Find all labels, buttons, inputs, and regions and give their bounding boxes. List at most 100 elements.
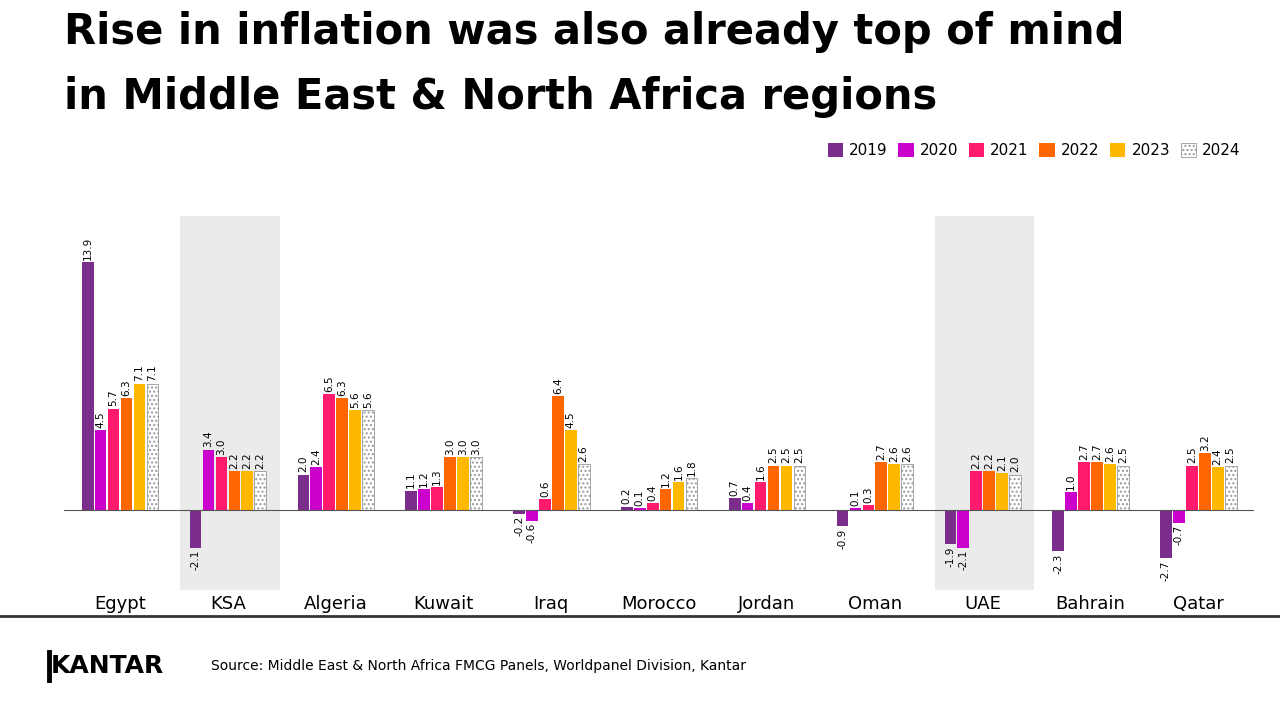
Bar	[147, 384, 159, 510]
Bar	[552, 396, 563, 510]
Text: 1.6: 1.6	[755, 463, 765, 480]
Bar	[120, 398, 132, 510]
Text: 0.1: 0.1	[850, 490, 860, 506]
Text: 2.5: 2.5	[781, 447, 791, 464]
Text: 2.7: 2.7	[1079, 444, 1089, 460]
Bar	[1009, 474, 1021, 510]
Bar	[1225, 466, 1236, 510]
Bar	[742, 503, 754, 510]
Text: 2.5: 2.5	[1117, 447, 1128, 464]
Text: 1.3: 1.3	[433, 468, 442, 485]
Bar	[755, 482, 767, 510]
Bar	[564, 430, 576, 510]
Text: 2.7: 2.7	[1092, 444, 1102, 460]
Bar	[1078, 462, 1089, 510]
Text: 1.2: 1.2	[660, 470, 671, 487]
Text: 13.9: 13.9	[83, 237, 92, 260]
Bar	[526, 510, 538, 521]
Text: 0.3: 0.3	[864, 486, 873, 503]
Bar	[513, 510, 525, 514]
Text: 1.6: 1.6	[673, 463, 684, 480]
Bar	[577, 464, 590, 510]
Text: -2.1: -2.1	[191, 550, 201, 570]
Text: 3.4: 3.4	[204, 431, 214, 447]
Bar	[768, 466, 780, 510]
Text: -0.7: -0.7	[1174, 525, 1184, 545]
Text: -0.2: -0.2	[515, 516, 524, 536]
Bar	[970, 471, 982, 510]
Text: 2.2: 2.2	[984, 452, 995, 469]
Bar	[539, 500, 550, 510]
Text: 2.6: 2.6	[579, 445, 589, 462]
Text: 2.5: 2.5	[1226, 447, 1235, 464]
Bar	[686, 478, 698, 510]
Bar	[1199, 453, 1211, 510]
Bar	[82, 262, 93, 510]
Text: 6.5: 6.5	[324, 376, 334, 392]
Bar	[419, 489, 430, 510]
Text: 0.7: 0.7	[730, 479, 740, 495]
Bar	[1091, 462, 1103, 510]
Bar	[781, 466, 792, 510]
Bar	[983, 471, 995, 510]
Text: 2.2: 2.2	[255, 452, 265, 469]
Bar	[180, 216, 279, 590]
Text: 3.0: 3.0	[471, 438, 481, 454]
Bar	[444, 456, 456, 510]
Text: 1.0: 1.0	[1066, 474, 1076, 490]
Text: -2.7: -2.7	[1161, 560, 1171, 581]
Bar	[660, 489, 672, 510]
Bar	[215, 456, 228, 510]
Bar	[901, 464, 913, 510]
Text: 0.4: 0.4	[648, 485, 658, 501]
Text: 0.6: 0.6	[540, 481, 550, 498]
Bar	[728, 498, 741, 510]
Text: 2.2: 2.2	[229, 452, 239, 469]
Bar	[1172, 510, 1185, 523]
Bar	[850, 508, 861, 510]
Text: 2.0: 2.0	[298, 456, 308, 472]
Text: 3.2: 3.2	[1199, 434, 1210, 451]
Text: 3.0: 3.0	[458, 438, 468, 454]
Bar	[95, 430, 106, 510]
Text: 4.5: 4.5	[566, 411, 576, 428]
Text: 6.4: 6.4	[553, 377, 563, 394]
Bar	[202, 449, 214, 510]
Text: 0.2: 0.2	[622, 488, 632, 505]
Text: 2.5: 2.5	[795, 447, 804, 464]
Bar	[229, 471, 241, 510]
Text: 7.1: 7.1	[134, 365, 145, 382]
Text: in Middle East & North Africa regions: in Middle East & North Africa regions	[64, 76, 937, 117]
Bar	[189, 510, 201, 548]
Text: 2.0: 2.0	[1010, 456, 1020, 472]
Text: 1.1: 1.1	[406, 472, 416, 488]
Bar	[876, 462, 887, 510]
Bar	[255, 471, 266, 510]
Text: 5.6: 5.6	[364, 392, 372, 408]
Text: 1.8: 1.8	[686, 459, 696, 476]
Bar	[1187, 466, 1198, 510]
Bar	[337, 398, 348, 510]
Bar	[621, 507, 632, 510]
Bar	[646, 503, 658, 510]
Text: 3.0: 3.0	[445, 438, 454, 454]
Text: 4.5: 4.5	[96, 411, 106, 428]
Text: 2.4: 2.4	[1212, 449, 1222, 465]
Text: -0.9: -0.9	[837, 528, 847, 549]
Bar	[673, 482, 685, 510]
Bar	[133, 384, 146, 510]
Text: 2.7: 2.7	[877, 444, 886, 460]
Bar	[311, 467, 323, 510]
Bar	[108, 408, 119, 510]
Bar	[888, 464, 900, 510]
Text: -2.3: -2.3	[1053, 553, 1064, 574]
Text: 2.6: 2.6	[1105, 445, 1115, 462]
Text: 1.2: 1.2	[419, 470, 429, 487]
Bar	[1052, 510, 1064, 552]
Bar	[837, 510, 849, 526]
Bar	[936, 216, 1034, 590]
Bar	[1105, 464, 1116, 510]
Text: 2.2: 2.2	[242, 452, 252, 469]
Text: Source: Middle East & North Africa FMCG Panels, Worldpanel Division, Kantar: Source: Middle East & North Africa FMCG …	[211, 659, 746, 673]
Bar	[1117, 466, 1129, 510]
